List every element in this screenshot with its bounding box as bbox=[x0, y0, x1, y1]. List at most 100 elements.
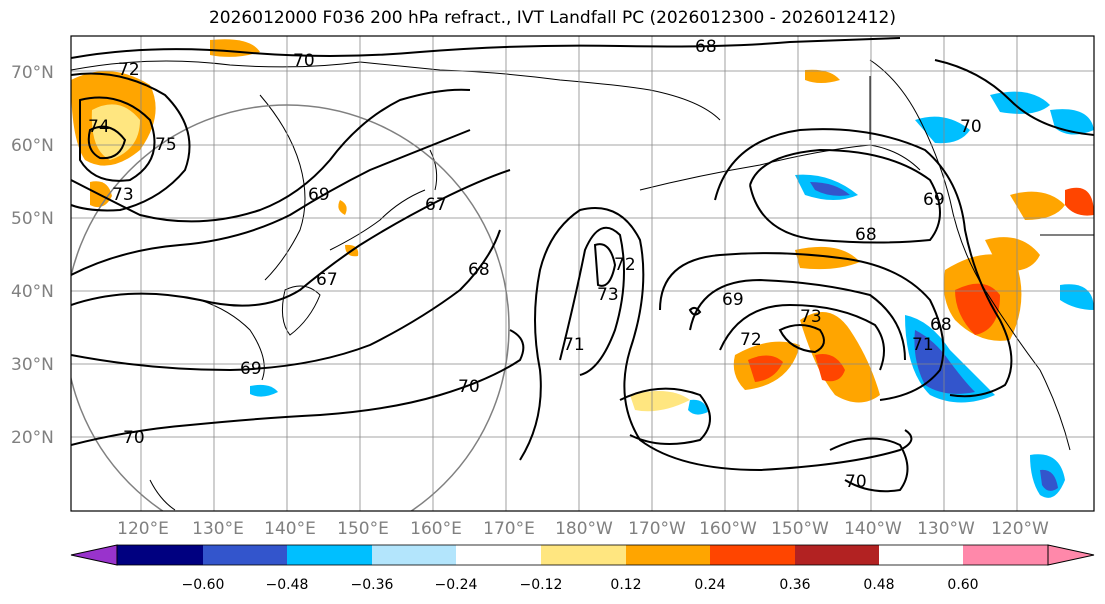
longitude-labels: 120°E 130°E 140°E 150°E 160°E 170°E 180°… bbox=[117, 519, 1049, 539]
colorbar-cell bbox=[287, 545, 372, 565]
contour-70c bbox=[829, 437, 909, 493]
lon-label: 130°W bbox=[917, 519, 975, 539]
contour-74 bbox=[79, 96, 156, 182]
map-frame bbox=[70, 35, 1095, 512]
colorbar-tick-labels: −0.60 −0.48 −0.36 −0.24 −0.12 0.12 0.24 … bbox=[182, 577, 979, 593]
contour-label: 70 bbox=[458, 377, 480, 397]
radius-circle bbox=[71, 104, 510, 511]
contour-68c bbox=[714, 128, 1013, 398]
colorbar-tick-label: −0.60 bbox=[182, 577, 225, 593]
colorbar-right-extension bbox=[1047, 544, 1095, 566]
contour-labels: 68 70 72 74 75 73 69 67 67 68 69 70 70 7… bbox=[88, 37, 982, 492]
coast-philippines bbox=[149, 479, 176, 511]
colorbar-tick-label: −0.36 bbox=[351, 577, 394, 593]
blob-darkblue-e bbox=[914, 330, 975, 394]
contour-70b bbox=[519, 207, 913, 472]
contours bbox=[71, 37, 1094, 493]
contour-label: 68 bbox=[695, 37, 717, 57]
coast-aleutians bbox=[639, 144, 921, 191]
contour-label: 72 bbox=[118, 60, 140, 80]
contour-label: 69 bbox=[722, 290, 744, 310]
coast-kurils bbox=[329, 189, 426, 251]
lat-label: 60°N bbox=[11, 136, 54, 156]
contour-label: 69 bbox=[308, 185, 330, 205]
contour-label: 69 bbox=[240, 359, 262, 379]
lon-label: 170°E bbox=[483, 519, 535, 539]
contour-73b bbox=[593, 243, 617, 287]
contour-72a bbox=[659, 252, 945, 401]
blob-blue-sw bbox=[688, 399, 708, 415]
blob-orange-ne bbox=[1010, 191, 1065, 220]
blob-orange-n2 bbox=[805, 69, 840, 83]
contour-label: 72 bbox=[740, 330, 762, 350]
shaded-blobs bbox=[71, 39, 1094, 498]
contour-68b bbox=[749, 148, 941, 244]
contour-label: 73 bbox=[597, 285, 619, 305]
colorbar-cell bbox=[626, 545, 710, 565]
lon-label: 130°E bbox=[192, 519, 244, 539]
blob-yellow-sw bbox=[630, 391, 690, 412]
coast-kamchatka bbox=[429, 149, 438, 191]
colorbar-tick-label: 0.48 bbox=[863, 577, 894, 593]
contour-label: 67 bbox=[316, 270, 338, 290]
contour-label: 68 bbox=[930, 315, 952, 335]
colorbar: −0.60 −0.48 −0.36 −0.24 −0.12 0.12 0.24 … bbox=[70, 544, 1095, 593]
contour-70a bbox=[71, 329, 525, 446]
contour-72 bbox=[71, 72, 191, 212]
contour-label: 70 bbox=[845, 472, 867, 492]
blob-blue-ne1 bbox=[915, 116, 970, 144]
colorbar-cell bbox=[795, 545, 879, 565]
gridlines bbox=[71, 36, 1094, 511]
contour-label: 71 bbox=[912, 335, 934, 355]
contour-label: 70 bbox=[960, 117, 982, 137]
contour-69c bbox=[689, 278, 906, 361]
contour-label: 72 bbox=[614, 255, 636, 275]
colorbar-tick-label: 0.60 bbox=[947, 577, 978, 593]
colorbar-cell bbox=[203, 545, 287, 565]
contour-69a bbox=[71, 129, 471, 276]
lon-label: 120°W bbox=[991, 519, 1049, 539]
colorbar-left-extension bbox=[70, 544, 118, 566]
contour-67 bbox=[71, 169, 511, 307]
contour-label: 70 bbox=[293, 51, 315, 71]
contour-69b bbox=[71, 229, 501, 372]
colorbar-tick-label: 0.24 bbox=[694, 577, 725, 593]
blob-blue-w bbox=[250, 384, 278, 397]
contour-small bbox=[688, 306, 702, 316]
lon-label: 170°W bbox=[628, 519, 686, 539]
contour-73 bbox=[71, 88, 471, 223]
colorbar-cell bbox=[117, 545, 203, 565]
contour-label: 67 bbox=[425, 195, 447, 215]
map-area bbox=[71, 36, 1094, 511]
latitude-labels: 70°N 60°N 50°N 40°N 30°N 20°N bbox=[11, 63, 54, 448]
blob-blue-ne2 bbox=[990, 91, 1050, 114]
blob-darkblue-mid bbox=[810, 182, 850, 196]
contour-label: 69 bbox=[923, 190, 945, 210]
contour-label: 73 bbox=[800, 307, 822, 327]
colorbar-cell bbox=[541, 545, 626, 565]
colorbar-tick-label: 0.36 bbox=[779, 577, 810, 593]
contour-label: 70 bbox=[123, 428, 145, 448]
coast-asia-east bbox=[259, 94, 306, 281]
blob-red-c2 bbox=[815, 354, 845, 382]
lat-label: 20°N bbox=[11, 428, 54, 448]
colorbar-cells bbox=[117, 545, 1048, 565]
contour-label: 68 bbox=[468, 260, 490, 280]
lat-label: 30°N bbox=[11, 355, 54, 375]
map-title: 2026012000 F036 200 hPa refract., IVT La… bbox=[208, 8, 896, 28]
blob-orange-c2 bbox=[800, 312, 880, 403]
colorbar-tick-label: −0.24 bbox=[435, 577, 478, 593]
contour-72b bbox=[719, 303, 885, 371]
colorbar-cell bbox=[372, 545, 456, 565]
blob-red-ne bbox=[1065, 187, 1094, 216]
colorbar-cell bbox=[456, 545, 541, 565]
lat-label: 70°N bbox=[11, 63, 54, 83]
contour-label: 75 bbox=[155, 135, 177, 155]
lat-label: 40°N bbox=[11, 282, 54, 302]
blob-orange-s1 bbox=[338, 200, 347, 215]
lon-label: 120°E bbox=[117, 519, 169, 539]
lon-label: 140°E bbox=[264, 519, 316, 539]
contour-70d bbox=[934, 59, 1094, 136]
